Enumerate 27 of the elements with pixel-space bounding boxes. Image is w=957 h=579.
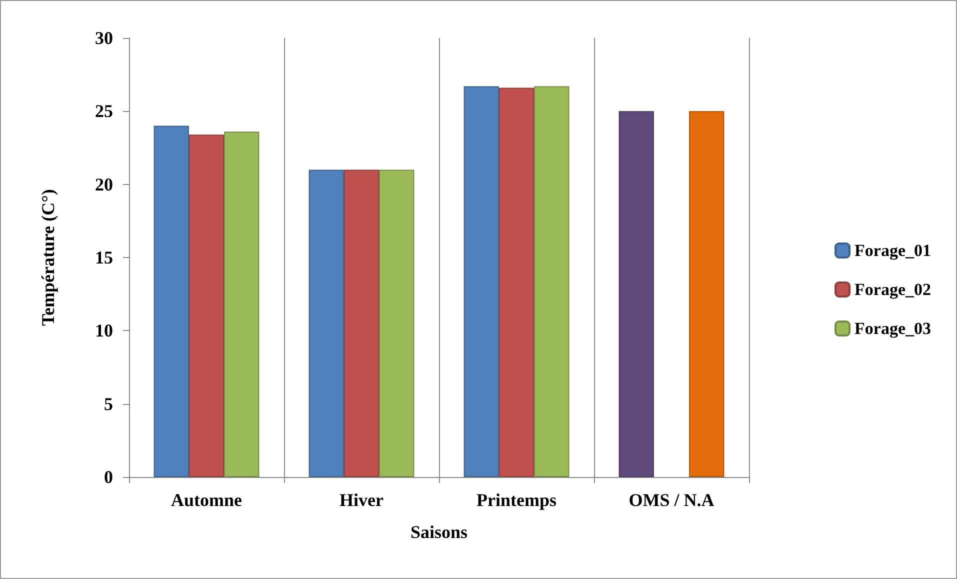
x-tick-label: OMS / N.A — [628, 490, 714, 510]
y-tick-label: 20 — [95, 174, 113, 194]
y-tick-label: 30 — [95, 28, 113, 48]
bar — [379, 170, 414, 477]
x-tick-label: Printemps — [476, 490, 556, 510]
y-tick-label: 15 — [95, 248, 113, 268]
y-tick-label: 5 — [104, 394, 113, 414]
x-axis-title: Saisons — [410, 522, 468, 542]
bar — [308, 170, 344, 477]
y-tick-label: 0 — [104, 467, 113, 487]
x-tick-label: Hiver — [340, 490, 384, 510]
bar — [464, 86, 499, 477]
y-tick-label: 25 — [95, 101, 113, 122]
bar — [154, 126, 189, 477]
bar — [224, 132, 260, 477]
bar — [498, 88, 534, 477]
bar — [618, 111, 654, 477]
y-tick-label: 10 — [95, 320, 113, 341]
y-axis-title: Température (C°) — [38, 189, 58, 326]
bar — [534, 86, 570, 477]
bar — [689, 111, 724, 477]
legend-label: Forage_02 — [854, 280, 932, 299]
legend-label: Forage_03 — [854, 319, 932, 338]
x-tick-label: Automne — [171, 490, 242, 510]
legend-label: Forage_01 — [854, 241, 932, 260]
bar — [188, 134, 224, 477]
bar — [344, 170, 380, 477]
